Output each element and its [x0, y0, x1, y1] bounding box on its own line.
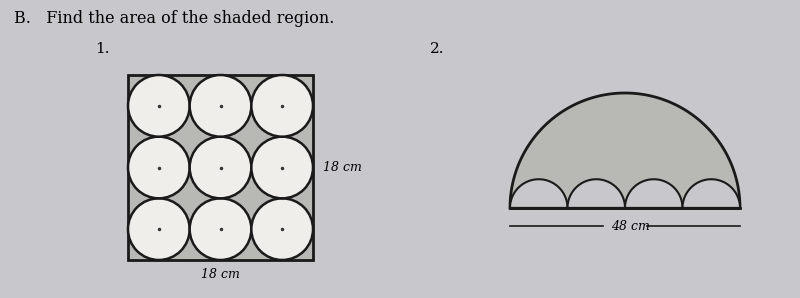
Circle shape — [190, 75, 251, 137]
Text: 48 cm: 48 cm — [610, 220, 650, 232]
Text: B.   Find the area of the shaded region.: B. Find the area of the shaded region. — [14, 10, 334, 27]
Text: 2.: 2. — [430, 42, 445, 56]
Circle shape — [128, 198, 190, 260]
Bar — [128, 75, 313, 260]
Circle shape — [128, 75, 190, 137]
Text: 1.: 1. — [95, 42, 110, 56]
Polygon shape — [625, 179, 682, 208]
Circle shape — [251, 137, 313, 198]
Circle shape — [190, 198, 251, 260]
Circle shape — [251, 198, 313, 260]
Circle shape — [251, 75, 313, 137]
Polygon shape — [682, 179, 740, 208]
Polygon shape — [510, 93, 740, 208]
Circle shape — [128, 137, 190, 198]
Circle shape — [190, 137, 251, 198]
Polygon shape — [567, 179, 625, 208]
Text: 18 cm: 18 cm — [201, 268, 240, 281]
Polygon shape — [510, 179, 567, 208]
Text: 18 cm: 18 cm — [323, 161, 362, 174]
